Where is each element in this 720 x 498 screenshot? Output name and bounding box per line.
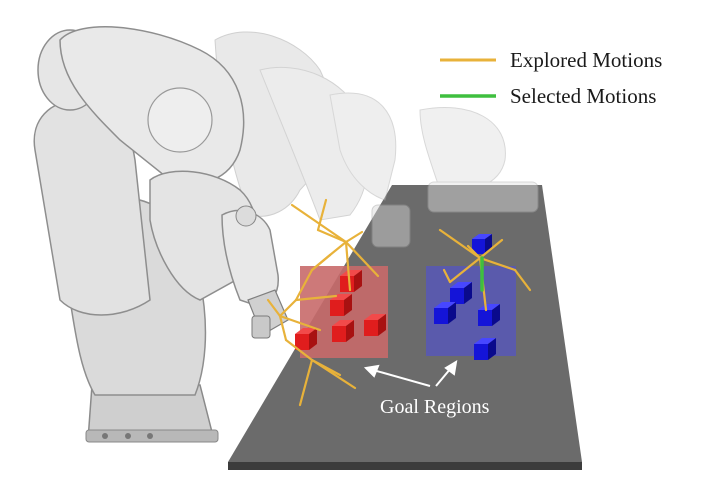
- table-surface: [228, 185, 582, 462]
- selected-motions-label: Selected Motions: [510, 84, 656, 108]
- ghost-robot-poses: [214, 31, 539, 248]
- explored-motions-label: Explored Motions: [510, 48, 662, 72]
- blue-cube: [478, 304, 500, 326]
- blue-cube: [434, 302, 456, 324]
- red-cube: [330, 294, 352, 316]
- explored-motion-tree: [266, 198, 532, 407]
- red-cube: [364, 314, 386, 336]
- blue-cube: [450, 282, 472, 304]
- blue-cube: [474, 338, 496, 360]
- goal-regions-label: Goal Regions: [380, 396, 490, 418]
- table-edge: [228, 462, 582, 470]
- legend: Explored Motions Selected Motions: [440, 48, 662, 108]
- goal-region-arrows: [363, 360, 458, 387]
- red-cube: [295, 328, 317, 350]
- robot-arm: [33, 26, 289, 443]
- red-cube: [332, 320, 354, 342]
